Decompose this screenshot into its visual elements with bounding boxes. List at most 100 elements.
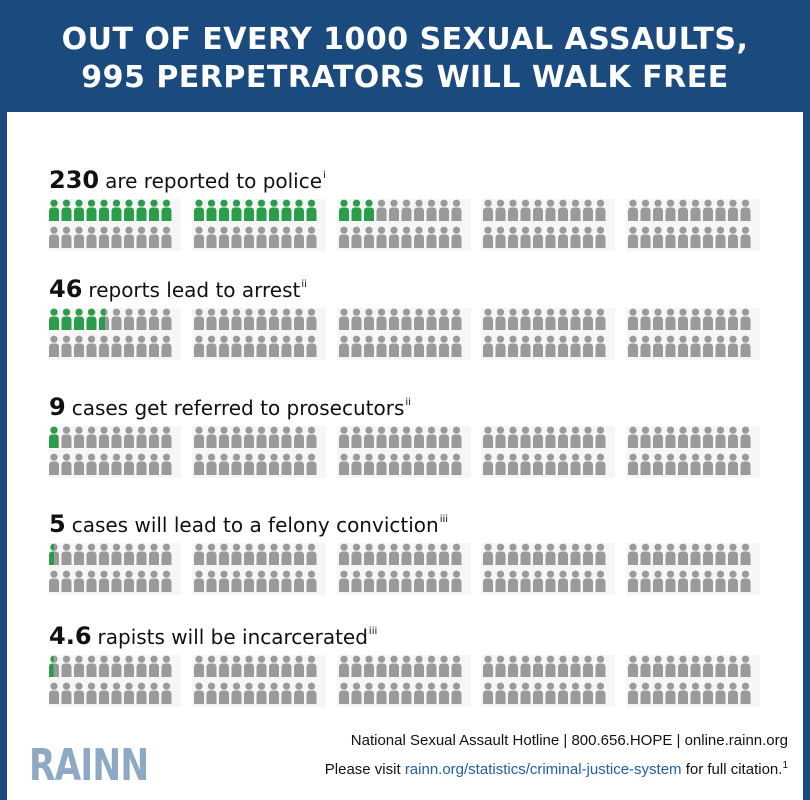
person-icon [665,453,676,475]
person-icon [483,308,493,330]
person-icon [678,570,688,592]
person-icon [61,199,72,221]
person-icon [690,570,701,592]
person-icon [231,453,242,475]
person-icon [426,543,437,565]
person-icon [99,570,109,592]
person-icon [194,570,204,592]
person-icon [414,682,424,704]
person-icon [508,682,518,704]
person-icon [583,426,593,448]
person-icon [495,570,506,592]
person-icon [640,226,651,248]
stat-number: 230 [49,166,100,194]
person-icon [740,682,751,704]
stat-text: cases get referred to prosecutors [71,396,405,420]
person-icon [451,226,462,248]
pictogram [47,198,760,252]
person-icon [483,226,493,248]
person-icon [401,199,412,221]
person-icon [495,543,506,565]
person-icon [728,426,738,448]
person-icon [483,570,493,592]
person-icon [231,543,242,565]
person-grid [47,198,769,252]
person-icon [703,453,713,475]
person-icon [545,682,556,704]
person-icon [206,335,217,357]
person-icon [61,308,72,330]
person-icon [653,308,663,330]
person-icon [256,426,267,448]
person-icon [426,308,437,330]
person-icon [640,335,651,357]
person-icon [558,570,568,592]
person-icon [364,655,374,677]
person-icon [640,655,651,677]
person-icon [219,308,229,330]
person-icon [149,426,159,448]
stat-text: reports lead to arrest [88,278,301,302]
person-icon [570,543,581,565]
person-icon [703,226,713,248]
person-icon [740,655,751,677]
person-icon [194,682,204,704]
person-icon [533,453,543,475]
person-icon [628,543,638,565]
person-icon [376,226,387,248]
person-icon [244,453,254,475]
person-icon [256,543,267,565]
person-icon [194,226,204,248]
person-icon [545,453,556,475]
person-icon [136,226,147,248]
person-icon [351,308,362,330]
person-icon [533,570,543,592]
rainn-logo: RAINN [29,740,149,791]
person-icon [256,655,267,677]
person-icon [690,543,701,565]
person-icon [640,543,651,565]
person-icon [690,453,701,475]
person-icon [414,655,424,677]
person-icon [269,655,279,677]
person-icon [533,682,543,704]
person-icon [376,199,387,221]
person-icon [306,335,317,357]
person-icon [426,199,437,221]
person-icon [49,426,58,448]
person-icon [558,199,568,221]
person-icon [281,226,292,248]
person-icon [558,655,568,677]
person-icon [161,543,172,565]
person-icon [149,199,159,221]
person-icon [451,199,462,221]
person-icon [690,426,701,448]
person-icon [703,543,713,565]
person-icon [86,655,97,677]
person-icon [439,543,449,565]
person-icon [570,655,581,677]
person-icon [136,543,147,565]
person-icon [149,682,159,704]
person-icon [665,655,676,677]
stat-number: 46 [49,275,83,303]
person-icon [728,199,738,221]
person-icon [111,570,122,592]
person-icon [149,226,159,248]
citation-link[interactable]: rainn.org/statistics/criminal-justice-sy… [404,761,682,778]
person-icon [740,226,751,248]
person-icon [533,226,543,248]
person-icon [495,199,506,221]
person-icon [533,199,543,221]
person-icon [728,335,738,357]
person-icon [414,335,424,357]
person-icon [339,199,349,221]
stat-number: 5 [49,510,66,538]
person-icon [389,199,399,221]
person-icon [545,308,556,330]
person-icon [520,655,531,677]
person-icon [99,682,109,704]
person-icon [703,335,713,357]
person-icon [364,543,374,565]
stat-label: 5 cases will lead to a felony convictioni… [49,510,448,544]
